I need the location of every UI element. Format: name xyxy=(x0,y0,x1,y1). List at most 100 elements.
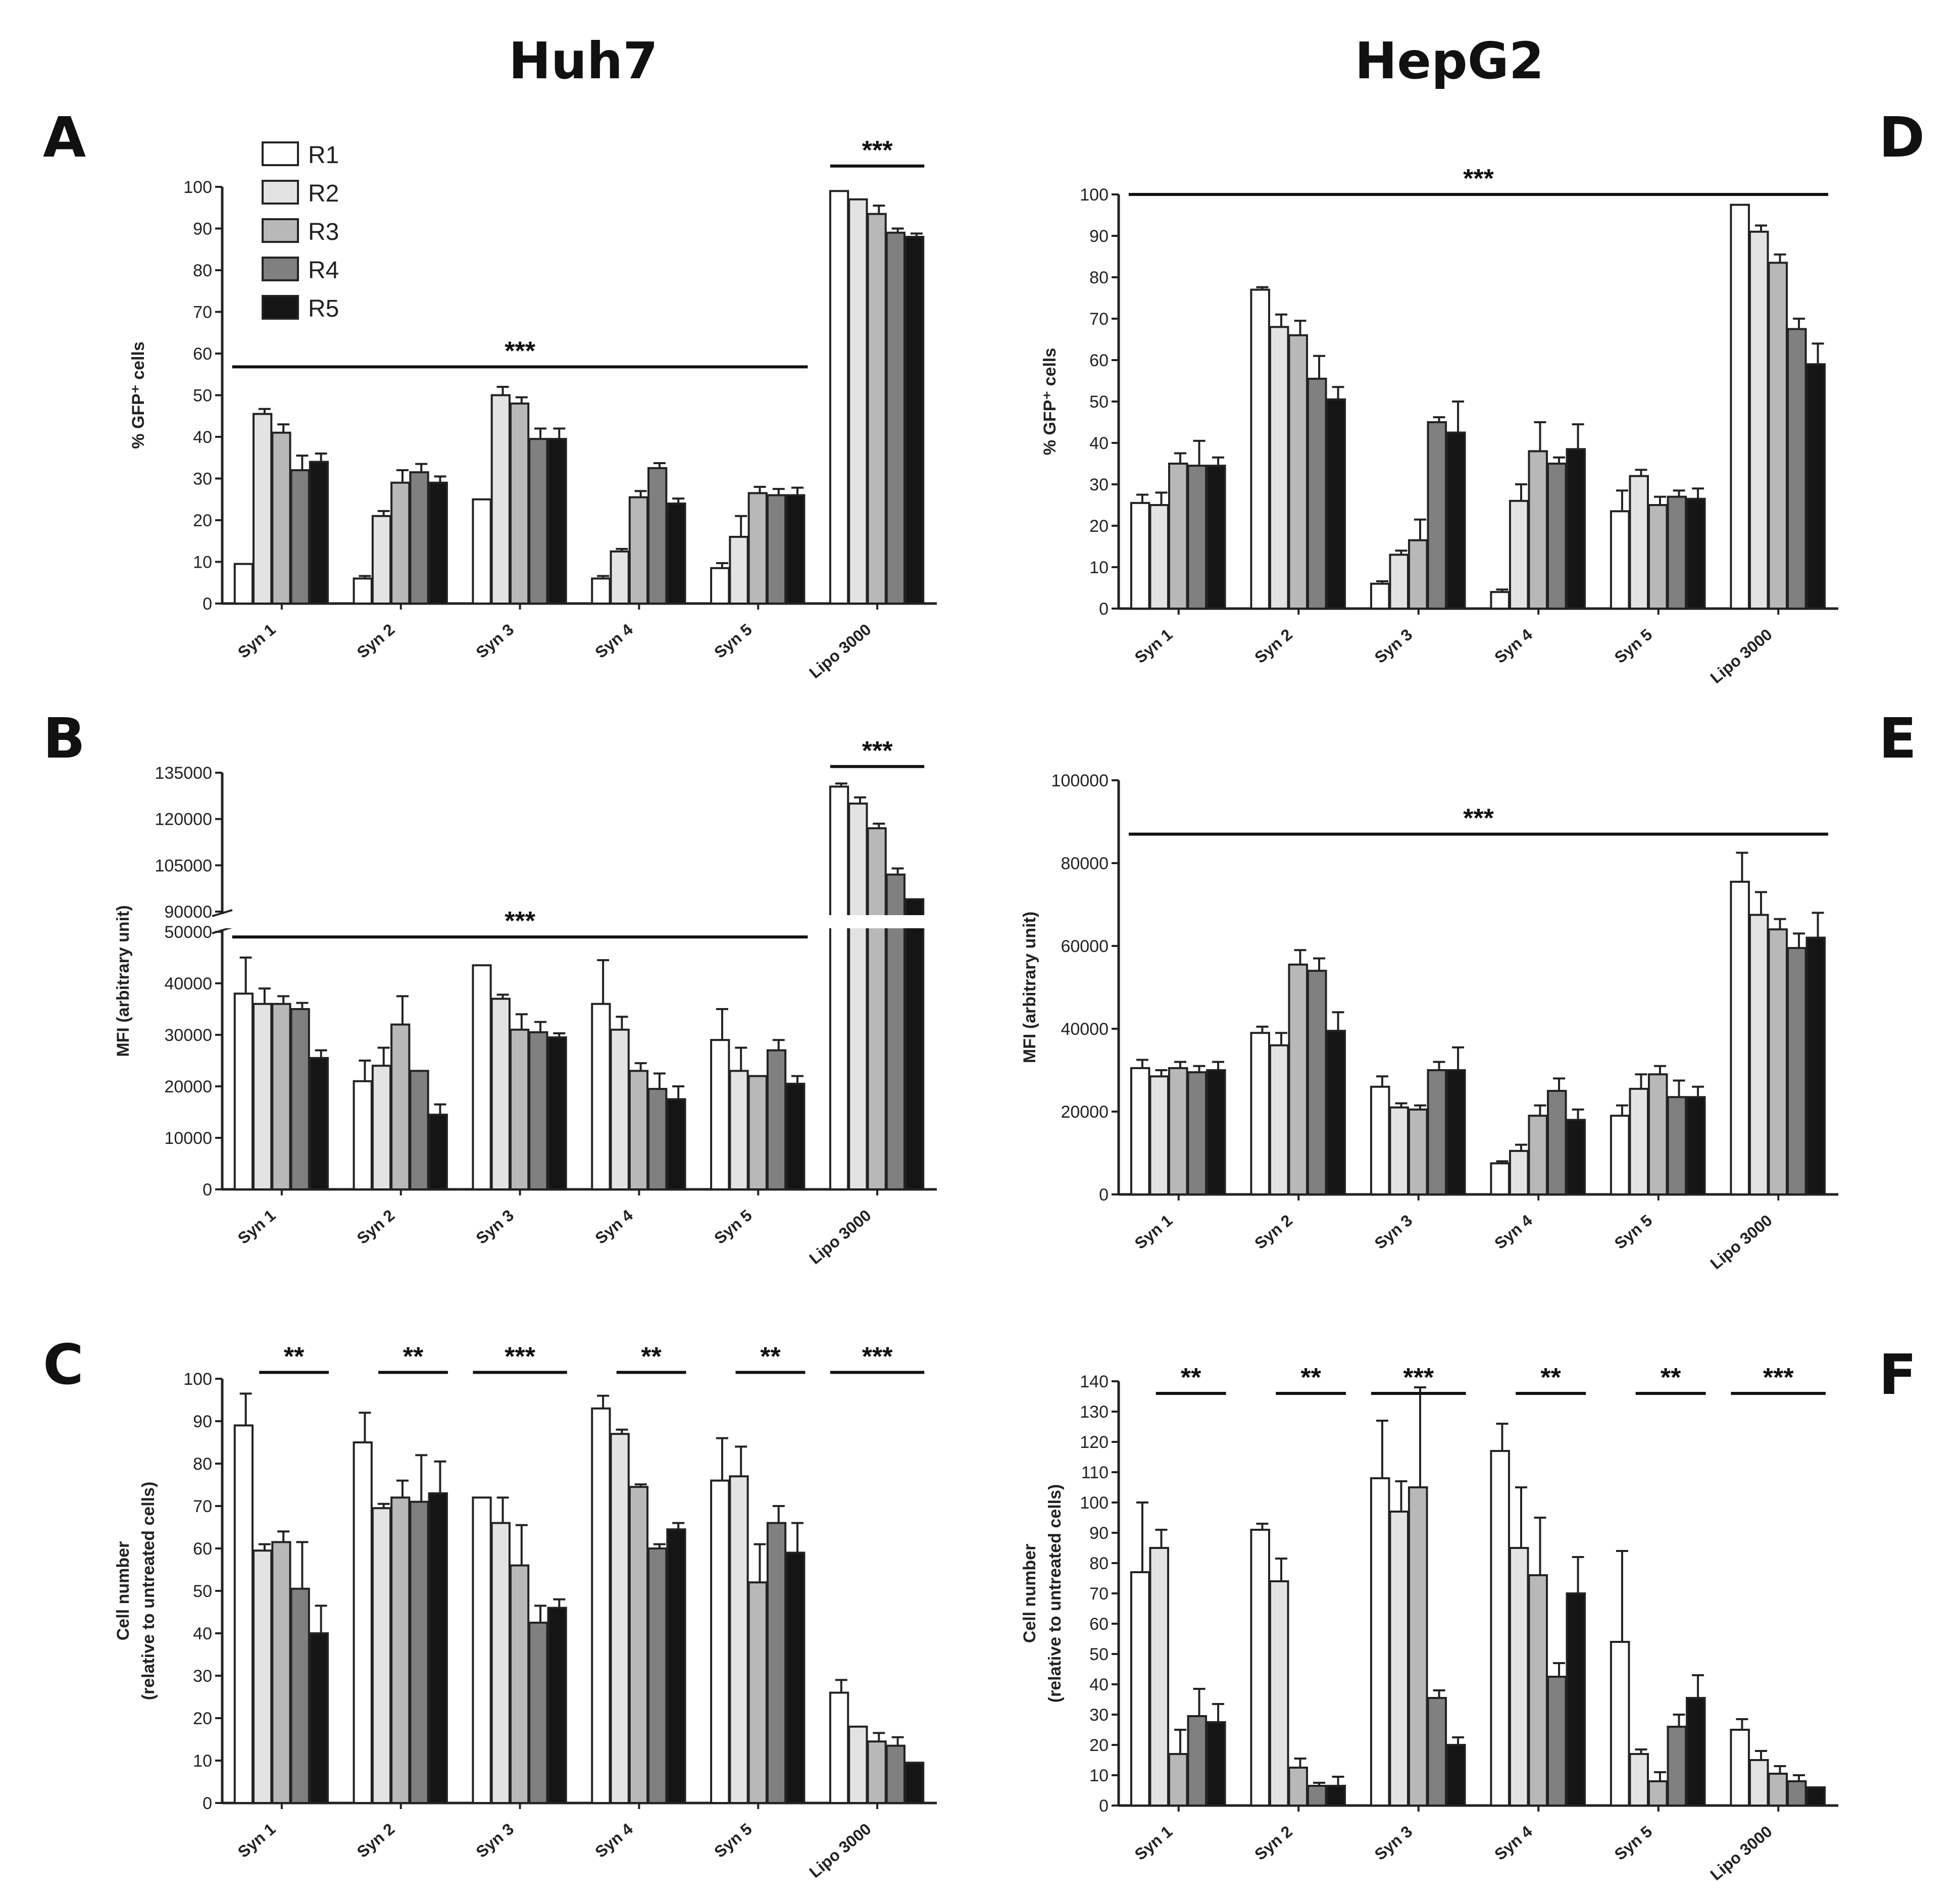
legend-label-r2: R2 xyxy=(308,180,339,207)
bar xyxy=(1647,1073,1668,1195)
bar xyxy=(1408,1486,1428,1807)
bar xyxy=(1547,463,1567,610)
bar xyxy=(1748,1759,1769,1807)
significance-label: *** xyxy=(505,907,535,936)
bar xyxy=(1446,1744,1466,1807)
bar xyxy=(1667,1096,1687,1196)
bar xyxy=(1629,1753,1649,1807)
bar xyxy=(233,1424,254,1804)
bar xyxy=(1389,554,1409,610)
x-category-label: Syn 2 xyxy=(1251,1211,1296,1252)
y-tick-label: 50 xyxy=(193,1582,212,1601)
bar xyxy=(1686,1096,1706,1196)
axis-break-mark xyxy=(212,909,233,917)
legend-swatch-r4 xyxy=(262,257,299,281)
bar xyxy=(1805,1786,1826,1807)
y-tick-label: 10 xyxy=(1089,1766,1109,1785)
bar xyxy=(766,494,787,605)
bar xyxy=(1667,1726,1687,1807)
bar xyxy=(1408,1108,1428,1195)
y-tick-label: 100000 xyxy=(1051,771,1109,790)
significance-label: ** xyxy=(760,1342,781,1371)
bar xyxy=(490,997,511,1190)
bar xyxy=(1547,1090,1567,1195)
bar xyxy=(1509,499,1529,610)
x-category-label: Syn 4 xyxy=(591,620,636,662)
y-tick-label: 20 xyxy=(1089,517,1109,536)
bar xyxy=(528,438,548,605)
x-category-label: Syn 3 xyxy=(473,1206,518,1247)
bar xyxy=(666,503,686,605)
bar xyxy=(729,1475,749,1804)
bar xyxy=(1805,936,1826,1195)
x-category-label: Syn 3 xyxy=(1371,1211,1416,1252)
y-tick-label: 40 xyxy=(193,1624,212,1643)
y-tick-label: 105000 xyxy=(155,856,212,875)
bar xyxy=(647,467,668,605)
bar xyxy=(867,827,887,1190)
x-category-label: Syn 5 xyxy=(711,1206,756,1247)
bar xyxy=(785,1082,806,1190)
bar xyxy=(428,481,448,605)
bar xyxy=(628,1486,649,1804)
bar xyxy=(1686,1697,1706,1807)
bar xyxy=(1647,504,1668,610)
bar xyxy=(1427,421,1447,610)
bar xyxy=(1130,1571,1150,1807)
y-tick-label: 60 xyxy=(193,344,212,364)
bar xyxy=(904,1762,925,1804)
bar xyxy=(1805,363,1826,610)
bar xyxy=(1307,377,1327,610)
bar xyxy=(253,1003,273,1191)
bar xyxy=(710,1039,730,1190)
bar xyxy=(766,1522,787,1805)
bar xyxy=(1768,1773,1788,1807)
bar xyxy=(409,1500,429,1805)
bar xyxy=(591,1003,611,1191)
y-tick-label: 10000 xyxy=(164,1129,212,1148)
bar xyxy=(1370,1085,1390,1196)
bar xyxy=(1250,1529,1270,1807)
bar xyxy=(1250,1032,1270,1195)
y-tick-label: 70 xyxy=(1089,310,1109,329)
bar xyxy=(1389,1106,1409,1196)
bar xyxy=(1427,1069,1447,1195)
bar xyxy=(271,1003,291,1191)
y-tick-label: 110 xyxy=(1081,1463,1109,1482)
y-axis-title: Cell number xyxy=(114,1541,133,1640)
bar xyxy=(647,1088,668,1191)
bar xyxy=(309,461,329,605)
x-category-label: Syn 5 xyxy=(1611,1822,1656,1864)
bar xyxy=(747,1075,768,1191)
bar xyxy=(409,471,429,605)
y-tick-label: 90 xyxy=(193,220,212,239)
bar xyxy=(829,785,849,1190)
bar xyxy=(1490,1162,1510,1195)
bar xyxy=(490,1522,511,1805)
x-category-label: Syn 2 xyxy=(1251,1822,1296,1864)
y-tick-label: 0 xyxy=(1099,1185,1109,1205)
bar xyxy=(747,1581,768,1804)
bar xyxy=(848,198,868,605)
bar xyxy=(610,1433,630,1804)
y-tick-label: 50 xyxy=(193,386,212,406)
bar xyxy=(1288,963,1309,1196)
bar xyxy=(1130,1067,1150,1195)
bar xyxy=(1748,230,1769,610)
x-category-label: Syn 5 xyxy=(1611,625,1656,667)
bar xyxy=(591,1407,611,1805)
legend-swatch-r3 xyxy=(262,218,299,243)
legend: R1 R2 R3 R4 R5 xyxy=(262,141,339,322)
significance-label: *** xyxy=(1463,804,1494,833)
x-category-label: Syn 3 xyxy=(473,1820,518,1861)
bar xyxy=(647,1547,668,1804)
bar xyxy=(290,469,310,605)
y-tick-label: 20 xyxy=(193,511,212,530)
bar xyxy=(1370,1477,1390,1807)
bar xyxy=(309,1057,329,1190)
bar xyxy=(353,577,373,605)
x-category-label: Syn 2 xyxy=(354,1206,398,1247)
x-category-label: Syn 1 xyxy=(234,1820,279,1861)
legend-swatch-r2 xyxy=(262,180,299,205)
bar xyxy=(610,1028,630,1191)
